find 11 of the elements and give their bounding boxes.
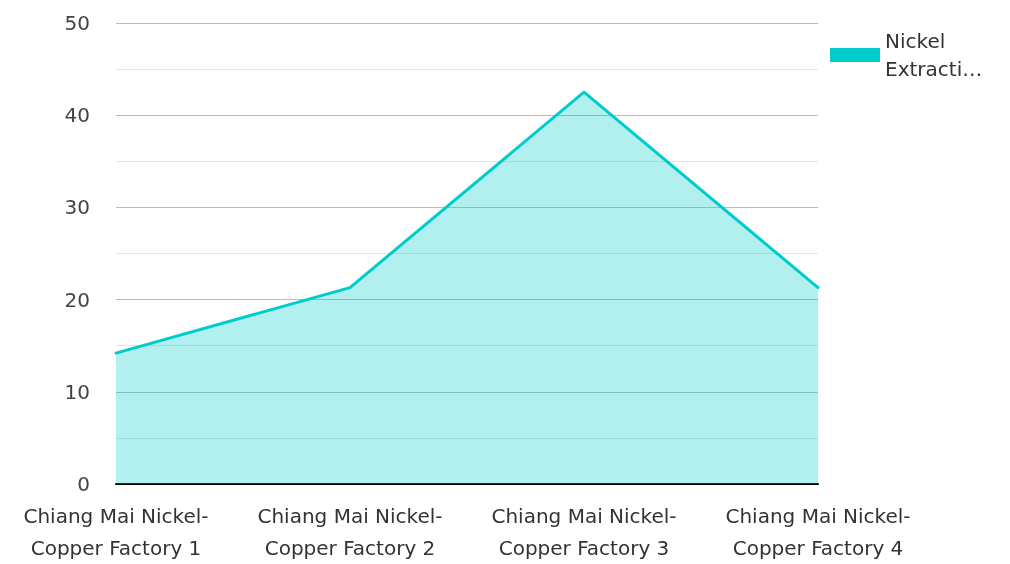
y-tick-label: 10 — [64, 379, 90, 404]
x-tick-label: Chiang Mai Nickel-Copper Factory 2 — [257, 504, 443, 560]
y-tick-label: 20 — [64, 287, 90, 312]
x-tick-label: Chiang Mai Nickel-Copper Factory 1 — [23, 504, 209, 560]
y-tick-label: 40 — [64, 103, 90, 128]
x-tick-label: Chiang Mai Nickel-Copper Factory 3 — [491, 504, 677, 560]
y-tick-label: 30 — [64, 195, 90, 220]
legend-label: Nickel Extracti… — [885, 29, 983, 81]
y-tick-label: 0 — [77, 472, 90, 496]
x-tick-label: Chiang Mai Nickel-Copper Factory 4 — [725, 504, 911, 560]
y-tick-label: 50 — [64, 11, 90, 35]
